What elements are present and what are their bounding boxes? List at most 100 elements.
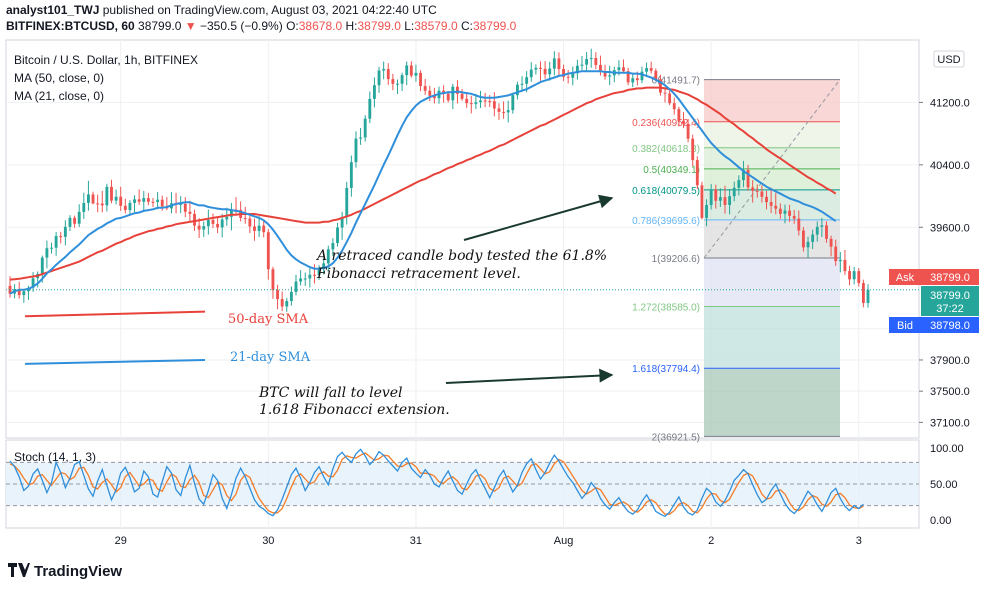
candle-body[interactable] <box>829 238 833 247</box>
candle-body[interactable] <box>266 232 270 270</box>
candle-body[interactable] <box>603 71 607 77</box>
candle-body[interactable] <box>22 291 26 296</box>
candle-body[interactable] <box>566 76 570 78</box>
candle-body[interactable] <box>838 259 842 262</box>
candle-body[interactable] <box>783 210 787 214</box>
candle-body[interactable] <box>709 189 713 205</box>
candle-body[interactable] <box>691 138 695 161</box>
candle-body[interactable] <box>806 241 810 248</box>
candle-body[interactable] <box>635 78 639 81</box>
candle-body[interactable] <box>188 211 192 214</box>
candle-body[interactable] <box>562 69 565 77</box>
candle-body[interactable] <box>594 58 598 65</box>
candle-body[interactable] <box>299 278 303 282</box>
candle-body[interactable] <box>331 243 335 250</box>
candle-body[interactable] <box>50 247 53 249</box>
candle-body[interactable] <box>313 274 316 276</box>
candle-body[interactable] <box>760 191 764 197</box>
candle-body[interactable] <box>511 95 515 111</box>
candle-body[interactable] <box>82 202 86 212</box>
candle-body[interactable] <box>211 219 215 224</box>
candle-body[interactable] <box>552 58 556 69</box>
candle-body[interactable] <box>216 223 220 228</box>
candle-body[interactable] <box>280 299 284 307</box>
candle-body[interactable] <box>788 210 792 216</box>
candle-body[interactable] <box>525 77 529 84</box>
candle-body[interactable] <box>626 71 630 83</box>
candle-body[interactable] <box>728 196 732 205</box>
candle-body[interactable] <box>645 68 649 72</box>
candle-body[interactable] <box>700 185 704 218</box>
candle-body[interactable] <box>197 225 201 230</box>
candle-body[interactable] <box>843 259 847 272</box>
candle-body[interactable] <box>469 103 473 105</box>
candle-body[interactable] <box>54 236 58 248</box>
candle-body[interactable] <box>382 69 386 71</box>
candle-body[interactable] <box>557 58 561 70</box>
ma21-legend[interactable]: MA (21, close, 0) <box>14 89 105 103</box>
candle-body[interactable] <box>391 79 395 84</box>
candle-body[interactable] <box>336 227 339 244</box>
candle-body[interactable] <box>529 69 533 78</box>
candle-body[interactable] <box>68 217 72 227</box>
candle-body[interactable] <box>428 90 432 96</box>
candle-body[interactable] <box>811 234 815 242</box>
candle-body[interactable] <box>668 93 672 104</box>
candle-body[interactable] <box>446 93 450 101</box>
candle-body[interactable] <box>515 84 519 96</box>
candle-body[interactable] <box>649 68 653 71</box>
candle-body[interactable] <box>723 197 727 205</box>
candle-body[interactable] <box>465 98 469 104</box>
candle-body[interactable] <box>769 202 773 206</box>
candle-body[interactable] <box>608 75 612 77</box>
candle-body[interactable] <box>705 204 708 218</box>
candle-body[interactable] <box>151 201 155 203</box>
candle-body[interactable] <box>432 95 436 99</box>
candle-body[interactable] <box>91 194 95 204</box>
candle-body[interactable] <box>193 213 196 226</box>
candle-body[interactable] <box>294 281 298 292</box>
candle-body[interactable] <box>456 86 459 94</box>
candle-body[interactable] <box>340 217 344 228</box>
candle-body[interactable] <box>792 215 796 219</box>
candle-body[interactable] <box>663 92 667 94</box>
candle-body[interactable] <box>59 236 63 238</box>
candle-body[interactable] <box>746 169 750 188</box>
candle-body[interactable] <box>414 72 418 76</box>
candle-body[interactable] <box>451 86 455 101</box>
candle-body[interactable] <box>423 86 427 91</box>
candle-body[interactable] <box>146 198 150 202</box>
candle-body[interactable] <box>488 101 492 103</box>
candle-body[interactable] <box>543 68 547 75</box>
candle-body[interactable] <box>225 216 229 220</box>
candle-body[interactable] <box>718 197 722 201</box>
candle-body[interactable] <box>257 225 261 231</box>
candle-body[interactable] <box>479 100 482 103</box>
candle-body[interactable] <box>45 248 49 258</box>
candle-body[interactable] <box>363 118 367 138</box>
ma21-line[interactable] <box>9 70 837 295</box>
candle-body[interactable] <box>742 169 745 181</box>
candle-body[interactable] <box>229 209 233 217</box>
candle-body[interactable] <box>110 186 113 201</box>
candle-body[interactable] <box>345 187 349 218</box>
candle-body[interactable] <box>866 289 870 303</box>
candle-body[interactable] <box>77 211 81 224</box>
candle-body[interactable] <box>105 186 109 206</box>
candle-body[interactable] <box>322 263 326 270</box>
stoch-d-line[interactable] <box>9 452 864 515</box>
candle-body[interactable] <box>308 274 312 279</box>
candle-body[interactable] <box>599 64 602 72</box>
candle-body[interactable] <box>303 278 307 280</box>
candle-body[interactable] <box>820 225 824 227</box>
candle-body[interactable] <box>686 123 690 139</box>
candle-body[interactable] <box>271 269 275 291</box>
candle-body[interactable] <box>737 180 741 188</box>
candle-body[interactable] <box>100 203 104 206</box>
candle-body[interactable] <box>778 208 782 214</box>
stoch-k-line[interactable] <box>9 448 864 518</box>
candle-body[interactable] <box>396 83 399 85</box>
candle-body[interactable] <box>31 278 35 288</box>
candle-body[interactable] <box>354 138 358 163</box>
candle-body[interactable] <box>852 271 856 280</box>
